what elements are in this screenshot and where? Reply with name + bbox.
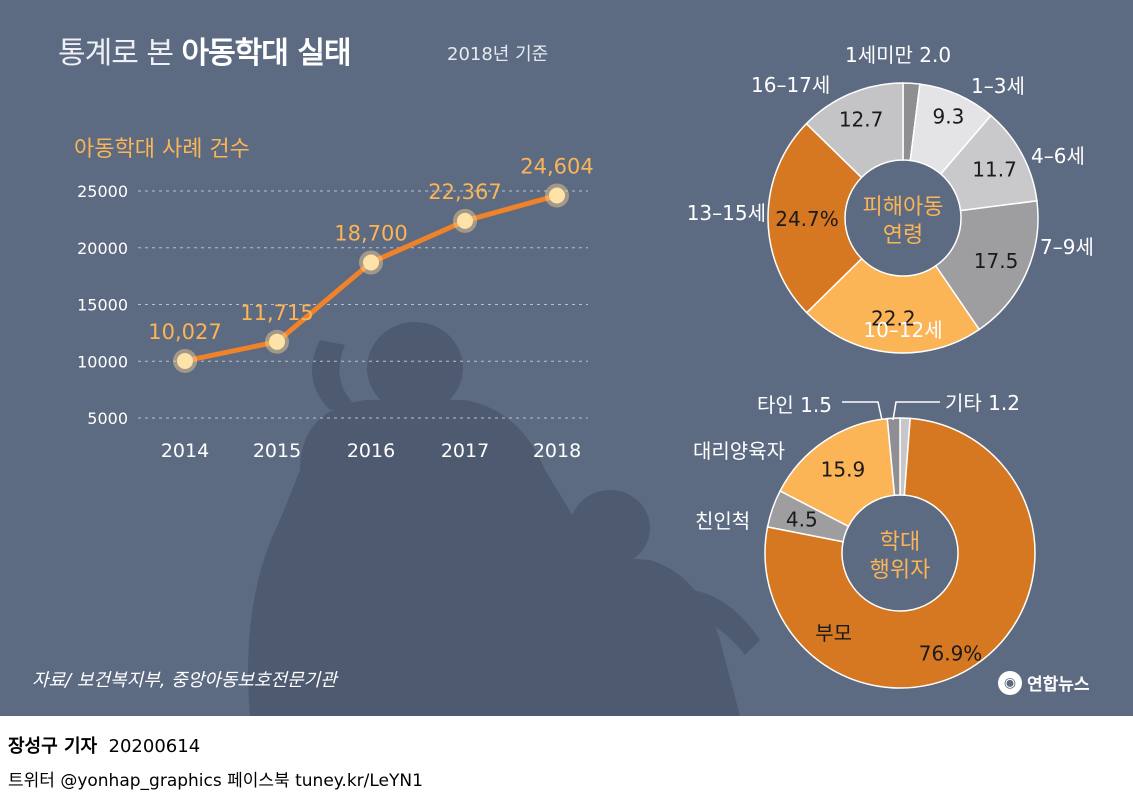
- slice-name-label: 부모: [815, 621, 852, 645]
- slice-name-label: 대리양육자: [693, 439, 785, 463]
- data-point: [177, 352, 193, 369]
- slice-name-label: 1세미만 2.0: [845, 43, 951, 67]
- slice-value-label: 76.9%: [919, 642, 983, 666]
- source-note: 자료/ 보건복지부, 중앙아동보호전문기관: [32, 670, 337, 691]
- center-label: 행위자: [870, 558, 931, 583]
- logo-text: 연합뉴스: [1027, 675, 1090, 695]
- data-point: [457, 212, 473, 229]
- x-tick-label: 2016: [347, 440, 395, 462]
- slice-value-label: 11.7: [972, 158, 1017, 182]
- yonhap-logo-icon: ◉: [998, 670, 1022, 695]
- leader-line: [892, 401, 940, 421]
- data-point: [269, 333, 285, 350]
- chart-title: 아동학대 사례 건수: [74, 137, 250, 162]
- slice-name-label: 16–17세: [751, 73, 830, 97]
- slice-name-label: 타인 1.5: [757, 393, 832, 417]
- slice-value-label: 17.5: [974, 249, 1019, 273]
- y-tick-label: 10000: [77, 352, 128, 371]
- pie-slice: [886, 417, 901, 497]
- slice-name-label: 친인척: [695, 509, 750, 533]
- reporter-line: 장성구 기자 20200614: [8, 736, 201, 757]
- data-label: 22,367: [428, 180, 501, 204]
- center-label: 학대: [880, 530, 920, 555]
- data-label: 24,604: [520, 154, 593, 178]
- slice-name-label: 13–15세: [687, 201, 766, 225]
- y-tick-label: 25000: [77, 182, 128, 201]
- infographic-panel: 통계로 본 아동학대 실태 2018년 기준 아동학대 사례 건수 5000 100…: [0, 0, 1133, 716]
- y-tick-label: 5000: [87, 409, 128, 428]
- yonhap-logo: ◉ 연합뉴스: [998, 670, 1090, 695]
- page-subtitle: 2018년 기준: [447, 44, 549, 65]
- leader-line: [842, 401, 883, 421]
- pie-slice: [767, 122, 863, 314]
- y-tick-label: 15000: [77, 296, 128, 315]
- slice-name-label: 1–3세: [971, 74, 1025, 98]
- x-tick-label: 2015: [253, 440, 301, 462]
- slice-value-label: 4.5: [786, 508, 818, 532]
- center-label: 피해아동: [863, 195, 944, 220]
- slice-value-label: 12.7: [839, 107, 884, 131]
- line-chart: 아동학대 사례 건수 5000 10000 15000 20000 25000 2014 20…: [74, 137, 594, 462]
- pie-slice: [805, 82, 904, 179]
- donut-hole: [843, 496, 957, 610]
- slice-value-label: 22.2: [871, 307, 916, 331]
- data-point: [363, 254, 379, 271]
- page-title: 통계로 본 아동학대 실태: [58, 36, 352, 71]
- background-silhouette: [248, 322, 760, 716]
- pie-slice: [805, 257, 981, 354]
- slice-value-label: 24.7%: [775, 207, 839, 231]
- data-label: 18,700: [334, 222, 407, 246]
- x-tick-label: 2014: [161, 440, 209, 462]
- slice-name-label: 기타 1.2: [945, 391, 1020, 415]
- y-tick-label: 20000: [77, 239, 128, 258]
- pie-slice: [764, 417, 1036, 689]
- data-point: [549, 187, 565, 204]
- center-label: 연령: [883, 223, 923, 248]
- x-tick-label: 2017: [441, 440, 489, 462]
- slice-name-label: 4–6세: [1031, 144, 1085, 168]
- data-label: 11,715: [240, 301, 313, 325]
- data-label: 10,027: [148, 320, 221, 344]
- x-tick-label: 2018: [533, 440, 581, 462]
- social-line: 트위터 @yonhap_graphics 페이스북 tuney.kr/LeYN1: [8, 771, 423, 791]
- donut-hole: [846, 161, 960, 275]
- pie-slice: [934, 200, 1039, 331]
- slice-name-label: 7–9세: [1040, 235, 1094, 259]
- slice-value-label: 9.3: [932, 105, 964, 129]
- slice-name-label: 10–12세: [863, 318, 942, 342]
- slice-value-label: 15.9: [821, 457, 866, 481]
